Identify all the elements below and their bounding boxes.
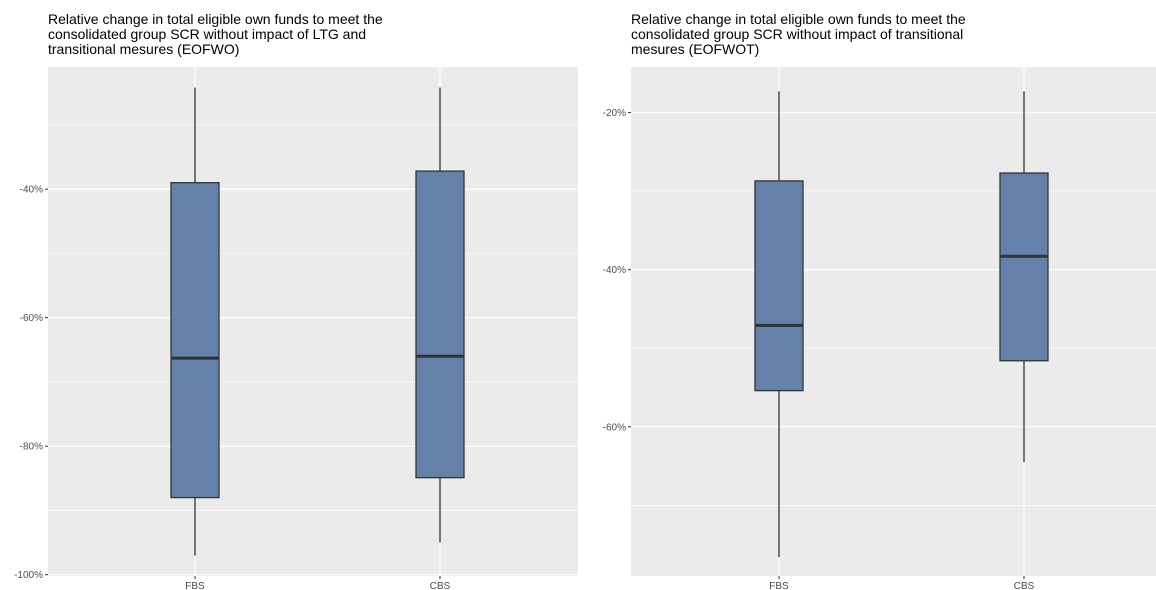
y-tick-label: -40% xyxy=(20,185,43,196)
plot-panel-background xyxy=(631,67,1156,576)
box-fbs xyxy=(170,87,220,556)
x-tick-label: CBS xyxy=(430,581,451,590)
box-cbs xyxy=(999,91,1049,463)
chart-title-line: transitional mesures (EOFWO) xyxy=(48,41,240,57)
y-tick-label: -60% xyxy=(20,313,43,324)
box-body xyxy=(999,172,1049,362)
box-body xyxy=(170,182,220,499)
y-tick-label: -80% xyxy=(20,442,43,453)
y-tick-label: -100% xyxy=(14,570,43,581)
chart-title: Relative change in total eligible own fu… xyxy=(631,12,1031,57)
chart-title-line: consolidated group SCR without impact of… xyxy=(48,26,367,42)
chart-panel-eofwo: Relative change in total eligible own fu… xyxy=(14,12,578,590)
x-tick-label: FBS xyxy=(769,581,789,590)
y-tick-label: -20% xyxy=(603,108,626,119)
chart-title-line: Relative change in total eligible own fu… xyxy=(48,11,383,27)
y-tick-label: -60% xyxy=(603,422,626,433)
plot-panel-background xyxy=(48,67,578,576)
boxplot-eofwot: -60% -40% -20% FBS CBS xyxy=(603,67,1156,590)
chart-title-line: consolidated group SCR without impact of… xyxy=(631,26,964,42)
box-fbs xyxy=(754,91,804,558)
chart-title-line: Relative change in total eligible own fu… xyxy=(631,11,966,27)
x-tick-label: CBS xyxy=(1014,581,1035,590)
chart-title: Relative change in total eligible own fu… xyxy=(48,12,448,57)
box-cbs xyxy=(415,87,465,543)
box-body xyxy=(415,170,465,479)
chart-panel-eofwot: Relative change in total eligible own fu… xyxy=(583,0,1156,590)
y-tick-label: -40% xyxy=(603,265,626,276)
boxplot-eofwo: -100% -80% -60% -40% FBS CBS xyxy=(14,67,578,590)
x-tick-label: FBS xyxy=(185,581,205,590)
box-body xyxy=(754,180,804,392)
chart-title-line: mesures (EOFWOT) xyxy=(631,41,760,57)
